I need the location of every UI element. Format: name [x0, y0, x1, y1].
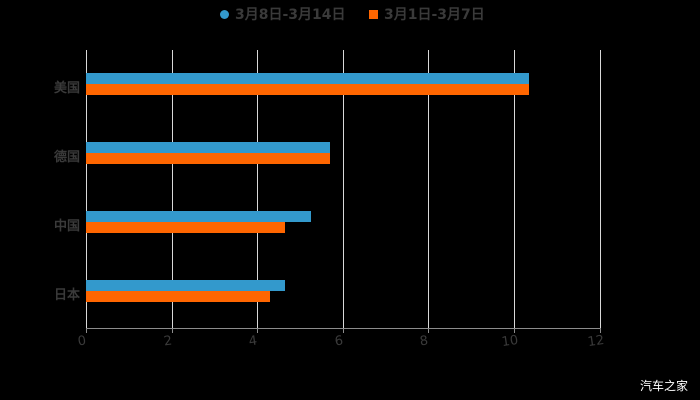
category-label: 日本	[53, 288, 80, 303]
y-axis-line	[86, 50, 87, 328]
x-tick	[514, 328, 515, 333]
gridline	[428, 50, 429, 328]
legend-label: 3月8日-3月14日	[235, 7, 346, 23]
bar[interactable]	[86, 211, 311, 222]
x-tick-label: 8	[418, 333, 430, 350]
category-label: 德国	[53, 150, 80, 165]
bar[interactable]	[86, 73, 529, 84]
legend-label: 3月1日-3月7日	[384, 7, 485, 23]
bar[interactable]	[86, 222, 285, 233]
x-tick-label: 6	[333, 333, 345, 350]
legend-item-series-1[interactable]: 3月8日-3月14日	[220, 4, 346, 24]
bar[interactable]	[86, 84, 529, 95]
chart-legend: 3月8日-3月14日 3月1日-3月7日	[0, 4, 700, 24]
x-tick-label: 2	[162, 333, 174, 350]
bar[interactable]	[86, 291, 270, 302]
legend-item-series-2[interactable]: 3月1日-3月7日	[369, 4, 485, 24]
gridline	[343, 50, 344, 328]
x-tick	[600, 328, 601, 333]
category-label: 美国	[53, 81, 80, 96]
x-tick	[172, 328, 173, 333]
bar[interactable]	[86, 153, 330, 164]
x-tick	[343, 328, 344, 333]
gridline	[600, 50, 601, 328]
gridline	[514, 50, 515, 328]
legend-square-icon	[369, 9, 378, 19]
gridline	[172, 50, 173, 328]
x-tick-label: 10	[500, 332, 520, 351]
plot-area	[86, 50, 601, 328]
watermark: 汽车之家	[639, 379, 688, 393]
bar[interactable]	[86, 142, 330, 153]
x-tick-label: 0	[76, 333, 88, 350]
x-tick	[257, 328, 258, 333]
bar[interactable]	[86, 280, 285, 291]
x-tick-label: 12	[586, 332, 606, 351]
legend-circle-icon	[220, 9, 229, 19]
gridline	[257, 50, 258, 328]
category-label: 中国	[53, 219, 80, 234]
x-tick	[86, 328, 87, 333]
x-tick	[428, 328, 429, 333]
x-tick-label: 4	[247, 333, 259, 350]
